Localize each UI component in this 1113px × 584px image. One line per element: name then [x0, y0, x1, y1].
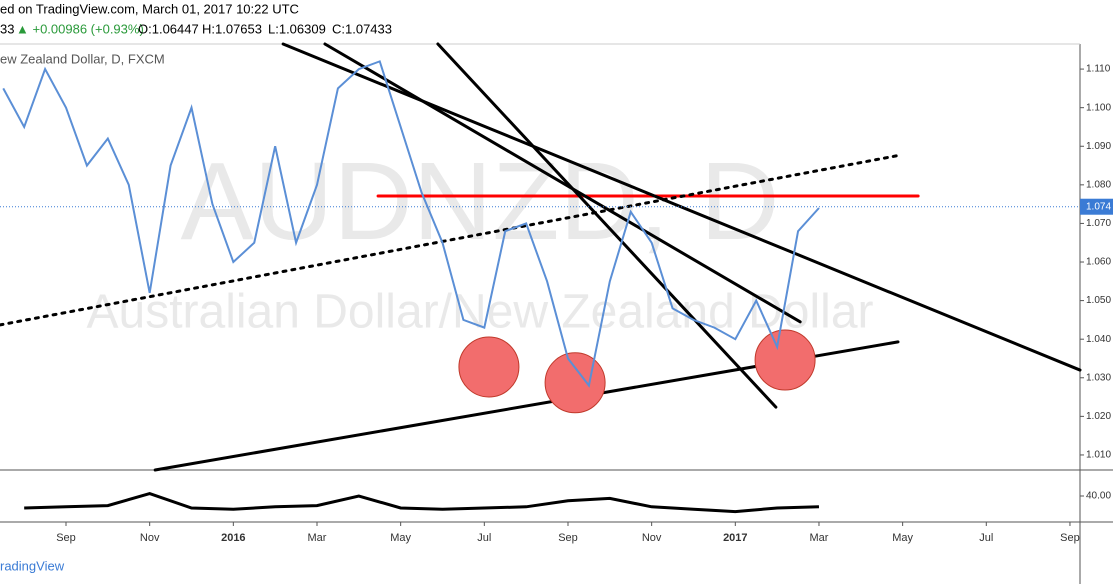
last-price-box	[1080, 198, 1113, 215]
y-tick-label: 1.010	[1086, 450, 1111, 461]
x-tick-label: Nov	[642, 532, 662, 544]
y-tick-label: 1.040	[1086, 334, 1111, 345]
price-line	[2, 60, 820, 388]
quote-close: C:1.07433	[332, 21, 392, 36]
x-tick-label: May	[892, 532, 913, 544]
x-tick-label: 2016	[221, 532, 245, 544]
y-tick-label: 1.090	[1086, 141, 1111, 152]
indicator-tick-label: 40.00	[1086, 491, 1111, 502]
x-tick-label: Mar	[809, 532, 828, 544]
x-tick-label: Sep	[1060, 532, 1080, 544]
x-tick-label: Jul	[477, 532, 491, 544]
x-tick-label: Nov	[140, 532, 160, 544]
x-tick-label: Mar	[308, 532, 327, 544]
x-tick-label: May	[390, 532, 411, 544]
highlight-circle	[544, 352, 606, 414]
watermark: AUDNZD, D	[181, 140, 780, 263]
quote-low: L:1.06309	[268, 21, 326, 36]
trend-line	[0, 153, 902, 327]
indicator-line	[24, 492, 820, 514]
x-tick-label: 2017	[723, 532, 747, 544]
chart-title: ed on TradingView.com, March 01, 2017 10…	[0, 1, 299, 16]
y-tick-label: 1.030	[1086, 372, 1111, 383]
quote-high: H:1.07653	[202, 21, 262, 36]
x-tick-label: Sep	[558, 532, 578, 544]
quote-open: O:1.06447	[138, 21, 199, 36]
y-tick-label: 1.060	[1086, 257, 1111, 268]
trend-line	[436, 42, 778, 409]
highlight-circle	[754, 329, 816, 391]
watermark-sub: Australian Dollar/New Zealand Dollar	[86, 286, 873, 339]
y-tick-label: 1.020	[1086, 411, 1111, 422]
x-tick-label: Sep	[56, 532, 76, 544]
y-tick-label: 1.100	[1086, 102, 1111, 113]
trend-line	[323, 42, 802, 324]
last-price-label: 1.074	[1086, 201, 1111, 212]
symbol: ew Zealand Dollar, D, FXCM	[0, 51, 165, 66]
footer: radingView	[0, 558, 65, 573]
quote-change: ▲ +0.00986 (+0.93%)	[16, 21, 144, 36]
y-tick-label: 1.070	[1086, 218, 1111, 229]
y-tick-label: 1.110	[1086, 64, 1111, 75]
y-tick-label: 1.080	[1086, 179, 1111, 190]
x-tick-label: Jul	[979, 532, 993, 544]
highlight-circle	[458, 336, 520, 398]
quote-prefix: 33	[0, 21, 14, 36]
y-tick-label: 1.050	[1086, 295, 1111, 306]
